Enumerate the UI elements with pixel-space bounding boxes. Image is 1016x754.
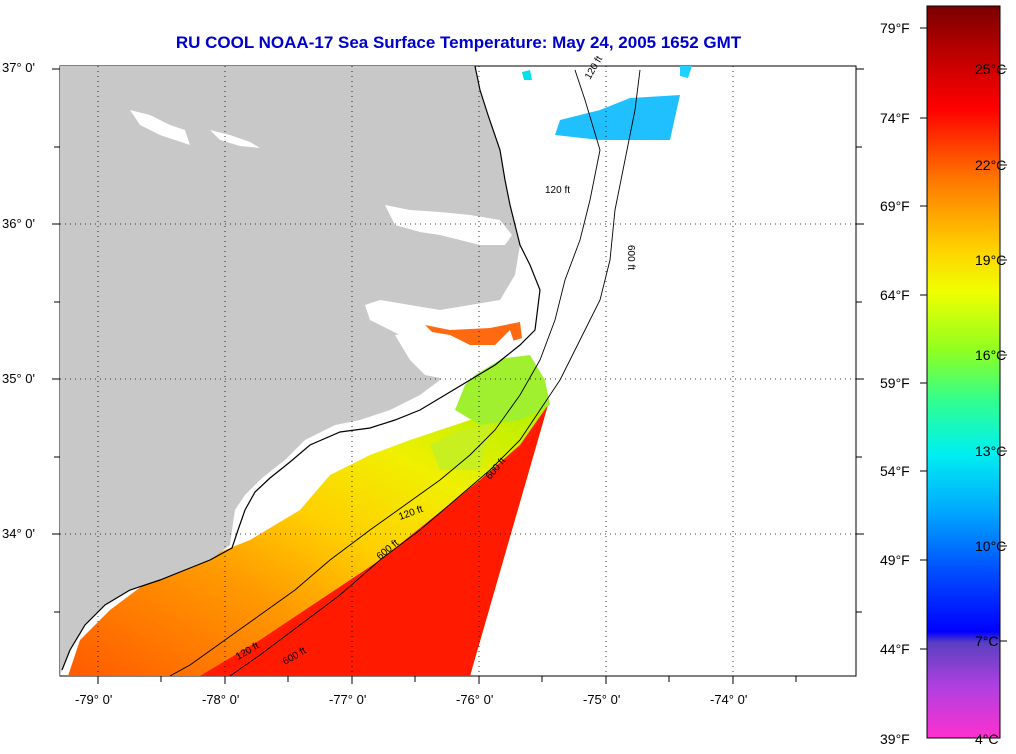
map-title: RU COOL NOAA-17 Sea Surface Temperature:… xyxy=(175,33,742,52)
colorbar-f-label: 64°F xyxy=(880,287,910,303)
graticule xyxy=(60,66,856,676)
ticks xyxy=(52,68,864,684)
colorbar-f-label: 39°F xyxy=(880,731,910,747)
contour-label: 600 ft xyxy=(625,245,636,270)
colorbar-f-label: 49°F xyxy=(880,552,910,568)
pamlico-sound xyxy=(395,330,515,380)
colorbar-f-label: 54°F xyxy=(880,463,910,479)
colorbar-c-label: 10°C xyxy=(975,538,1007,554)
sst-cyan-patch-2 xyxy=(522,70,532,80)
colorbar-c-label: 16°C xyxy=(975,347,1007,363)
lon-label-75: -75° 0' xyxy=(583,692,621,707)
lon-label-74: -74° 0' xyxy=(710,692,748,707)
sst-cyan-patch xyxy=(555,95,680,140)
colorbar-f-label: 74°F xyxy=(880,110,910,126)
sst-green-patch-2 xyxy=(430,425,490,470)
colorbar-ticks xyxy=(920,27,1007,650)
lon-label-79: -79° 0' xyxy=(75,692,113,707)
coastline xyxy=(61,66,541,671)
colorbar-f-label: 69°F xyxy=(880,198,910,214)
sst-gulfstream-region xyxy=(200,405,548,676)
colorbar-c-label: 22°C xyxy=(975,157,1007,173)
colorbar-f-label: 59°F xyxy=(880,375,910,391)
contour-120ft xyxy=(169,69,601,676)
inland-lake xyxy=(130,110,190,145)
colorbar-c-label: 4°C xyxy=(975,731,999,747)
lat-label-34: 34° 0' xyxy=(2,526,35,541)
colorbar-f-label: 79°F xyxy=(880,20,910,36)
lat-label-35: 35° 0' xyxy=(2,371,35,386)
colorbar-c-label: 19°C xyxy=(975,252,1007,268)
lon-label-76: -76° 0' xyxy=(456,692,494,707)
colorbar-f-label: 44°F xyxy=(880,641,910,657)
contour-label: 120 ft xyxy=(545,185,570,196)
sst-cyan-patch-3 xyxy=(680,66,692,78)
colorbar xyxy=(926,5,1001,739)
colorbar-c-label: 13°C xyxy=(975,443,1007,459)
lat-label-37: 37° 0' xyxy=(2,60,35,75)
colorbar-c-label: 25°C xyxy=(975,61,1007,77)
colorbar-c-label: 7°C xyxy=(975,633,999,649)
lat-label-36: 36° 0' xyxy=(2,216,35,231)
inland-lake-2 xyxy=(210,130,260,148)
lon-label-77: -77° 0' xyxy=(329,692,367,707)
contour-600ft xyxy=(229,69,641,676)
albemarle-sound xyxy=(385,205,512,245)
lon-label-78: -78° 0' xyxy=(202,692,240,707)
